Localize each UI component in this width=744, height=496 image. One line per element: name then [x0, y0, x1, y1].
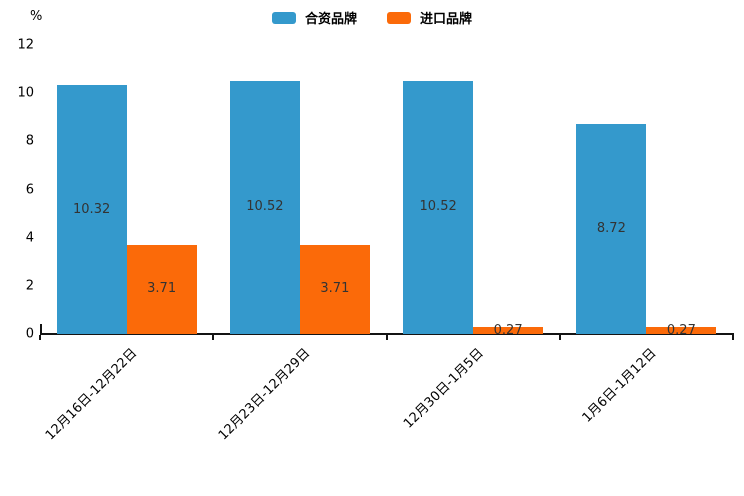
x-axis-tick: [212, 335, 215, 340]
y-tick-label: 12: [17, 37, 34, 53]
legend-label: 合资品牌: [304, 12, 357, 27]
bar-series0-group2[interactable]: [403, 80, 474, 334]
y-tick-label: 4: [25, 230, 34, 246]
y-axis-stub: [40, 324, 42, 333]
x-axis-tick: [558, 335, 561, 340]
bar-series0-group0[interactable]: [56, 85, 127, 334]
x-axis-line: [40, 333, 734, 335]
bar-series1-group1[interactable]: [299, 244, 370, 334]
x-axis-tick: [39, 335, 41, 340]
x-category-label: 12月30日-1月5日: [400, 345, 487, 432]
legend-swatch-icon: [271, 11, 296, 24]
y-axis-unit-label: %: [30, 9, 43, 24]
bar-series0-group3[interactable]: [576, 123, 647, 334]
x-axis-tick: [385, 335, 388, 340]
x-category-label: 12月23日-12月29日: [215, 345, 314, 444]
y-tick-label: 10: [17, 85, 34, 101]
x-category-label: 12月16日-12月22日: [42, 345, 141, 444]
y-tick-label: 6: [25, 182, 34, 197]
y-tick-label: 2: [25, 278, 34, 294]
y-tick-label: 8: [25, 133, 34, 149]
y-tick-label: 0: [25, 326, 34, 342]
bar-series1-group3[interactable]: [646, 327, 717, 334]
legend-item-series0[interactable]: 合资品牌: [271, 8, 357, 27]
bar-series1-group0[interactable]: [126, 244, 197, 334]
bar-series0-group1[interactable]: [229, 80, 300, 334]
chart-legend: 合资品牌 进口品牌: [0, 8, 744, 27]
legend-label: 进口品牌: [420, 12, 473, 27]
legend-item-series1[interactable]: 进口品牌: [387, 8, 472, 27]
bar-series1-group2[interactable]: [473, 327, 544, 334]
x-axis-tick: [732, 335, 734, 340]
legend-swatch-icon: [387, 11, 411, 24]
x-category-label: 1月6日-1月12日: [579, 345, 660, 426]
